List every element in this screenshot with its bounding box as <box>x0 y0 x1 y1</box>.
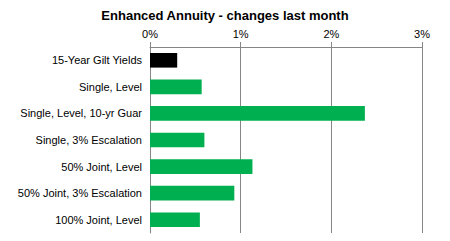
svg-text:3%: 3% <box>414 28 430 40</box>
svg-text:100% Joint, Level: 100% Joint, Level <box>55 214 142 226</box>
svg-text:Single, Level, 10-yr Guar: Single, Level, 10-yr Guar <box>20 107 142 119</box>
svg-text:0%: 0% <box>142 28 158 40</box>
svg-text:15-Year Gilt Yields: 15-Year Gilt Yields <box>52 54 143 66</box>
svg-text:Single, Level: Single, Level <box>79 81 142 93</box>
svg-text:Single, 3% Escalation: Single, 3% Escalation <box>36 134 142 146</box>
svg-text:Enhanced Annuity - changes las: Enhanced Annuity - changes last month <box>101 8 348 23</box>
svg-text:50% Joint, 3% Escalation: 50% Joint, 3% Escalation <box>18 187 142 199</box>
svg-text:50% Joint, Level: 50% Joint, Level <box>61 161 142 173</box>
svg-text:1%: 1% <box>233 28 249 40</box>
svg-text:2%: 2% <box>323 28 339 40</box>
